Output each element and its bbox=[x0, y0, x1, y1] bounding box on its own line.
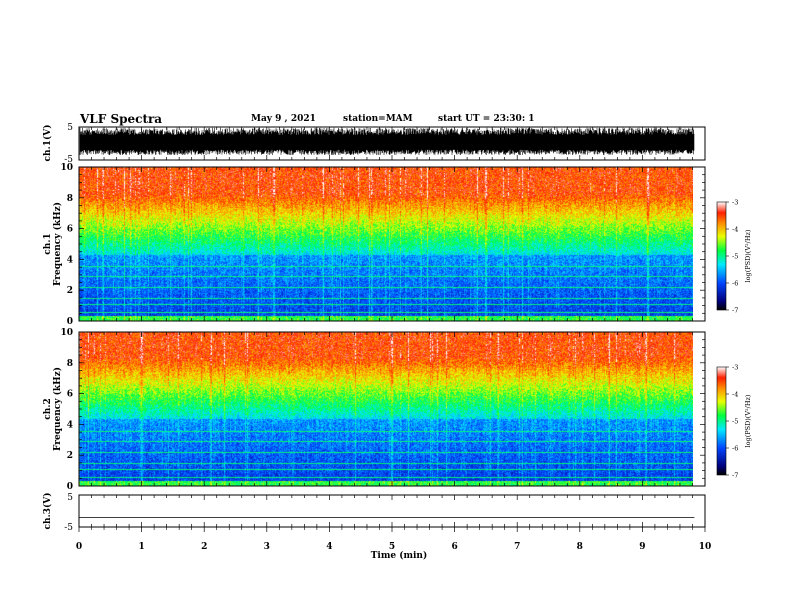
start-time-label: start UT = 23:30: 1 bbox=[438, 114, 535, 124]
time-axis-tick-labels: 0 1 2 3 4 5 6 7 8 9 10 bbox=[76, 527, 711, 552]
y-tick-label: 2 bbox=[67, 286, 73, 296]
ch1-spectrogram-ticks bbox=[78, 167, 706, 321]
ch2-spectrogram-ylabel-channel: ch.2 bbox=[43, 398, 53, 419]
colorbar-tick-label: -5 bbox=[732, 418, 738, 426]
ch1-waveform-ticks bbox=[78, 127, 706, 160]
y-tick-label: 6 bbox=[67, 225, 73, 235]
colorbar-tick-label: -3 bbox=[732, 364, 738, 372]
ch3-ytick-top: 5 bbox=[67, 493, 73, 503]
x-tick-label: 2 bbox=[201, 542, 207, 552]
ch2-colorbar-label: log(PSD)(V²/Hz) bbox=[744, 394, 752, 447]
x-tick-label: 0 bbox=[76, 542, 82, 552]
station-label: station=MAM bbox=[343, 114, 413, 124]
y-tick-label: 0 bbox=[67, 482, 73, 492]
ch2-spectrogram-ylabel-frequency: Frequency (kHz) bbox=[52, 367, 63, 451]
ch3-ytick-bottom: -5 bbox=[64, 523, 73, 533]
x-tick-label: 1 bbox=[138, 542, 144, 552]
y-tick-label: 10 bbox=[60, 328, 73, 338]
colorbar-tick-label: -7 bbox=[732, 307, 738, 315]
plot-title: VLF Spectra bbox=[80, 112, 163, 126]
time-axis-label: Time (min) bbox=[371, 550, 428, 561]
ch1-waveform-trace bbox=[79, 127, 695, 155]
ch2-colorbar-ticks: -3 -4 -5 -6 -7 bbox=[726, 364, 738, 480]
ch2-colorbar: -3 -4 -5 -6 -7 log(PSD)(V²/Hz) bbox=[716, 364, 752, 480]
x-tick-label: 8 bbox=[577, 542, 583, 552]
x-tick-label: 6 bbox=[451, 542, 457, 552]
x-tick-label: 10 bbox=[699, 542, 712, 552]
ch2-spectrogram-image bbox=[79, 332, 693, 486]
ch1-spectrogram-image bbox=[79, 167, 693, 321]
x-tick-label: 3 bbox=[264, 542, 270, 552]
colorbar-tick-label: -6 bbox=[732, 445, 738, 453]
date-label: May 9 , 2021 bbox=[251, 114, 316, 124]
y-tick-label: 8 bbox=[67, 194, 73, 204]
colorbar-tick-label: -4 bbox=[732, 391, 738, 399]
ch3-waveform-panel: 5 -5 ch.3(V) bbox=[42, 493, 706, 533]
ch2-spectrogram-ticks bbox=[78, 332, 706, 486]
colorbar-tick-label: -5 bbox=[732, 253, 738, 261]
ch1-ytick-bottom: -5 bbox=[64, 155, 73, 165]
ch1-spectrogram-yticks: 0 2 4 6 8 10 bbox=[60, 163, 705, 327]
y-tick-label: 0 bbox=[67, 317, 73, 327]
ch2-spectrogram-yticks: 0 2 4 6 8 10 bbox=[60, 328, 705, 492]
ch1-colorbar: -3 -4 -5 -6 -7 log(PSD)(V²/Hz) bbox=[716, 199, 752, 315]
ch1-colorbar-scale bbox=[716, 201, 727, 311]
colorbar-tick-label: -7 bbox=[732, 472, 738, 480]
ch1-colorbar-label: log(PSD)(V²/Hz) bbox=[744, 229, 752, 282]
x-tick-label: 9 bbox=[639, 542, 645, 552]
colorbar-tick-label: -4 bbox=[732, 226, 738, 234]
ch1-ytick-top: 5 bbox=[67, 123, 73, 133]
y-tick-label: 4 bbox=[67, 420, 73, 430]
ch2-spectrogram-panel: 0 2 4 6 8 10 ch.2 Frequency (kHz) bbox=[43, 328, 706, 492]
ch3-waveform-ticks bbox=[78, 495, 706, 527]
x-tick-label: 5 bbox=[389, 542, 395, 552]
ch1-spectrogram-panel: 0 2 4 6 8 10 ch.1 Frequency (kHz) bbox=[43, 163, 706, 327]
ch2-colorbar-scale bbox=[716, 366, 727, 476]
ch3-waveform-ylabel: ch.3(V) bbox=[42, 493, 53, 530]
x-tick-label: 7 bbox=[514, 542, 520, 552]
ch1-waveform-panel: 5 -5 ch.1(V) bbox=[42, 123, 706, 165]
ch1-spectrogram-ylabel-channel: ch.1 bbox=[43, 233, 53, 254]
y-tick-label: 4 bbox=[67, 255, 73, 265]
y-tick-label: 6 bbox=[67, 390, 73, 400]
ch1-waveform-ylabel: ch.1(V) bbox=[42, 125, 53, 162]
colorbar-tick-label: -6 bbox=[732, 280, 738, 288]
y-tick-label: 2 bbox=[67, 451, 73, 461]
colorbar-tick-label: -3 bbox=[732, 199, 738, 207]
y-tick-label: 10 bbox=[60, 163, 73, 173]
ch1-colorbar-ticks: -3 -4 -5 -6 -7 bbox=[726, 199, 738, 315]
x-tick-label: 4 bbox=[326, 542, 332, 552]
ch1-spectrogram-ylabel-frequency: Frequency (kHz) bbox=[52, 202, 63, 286]
y-tick-label: 8 bbox=[67, 359, 73, 369]
